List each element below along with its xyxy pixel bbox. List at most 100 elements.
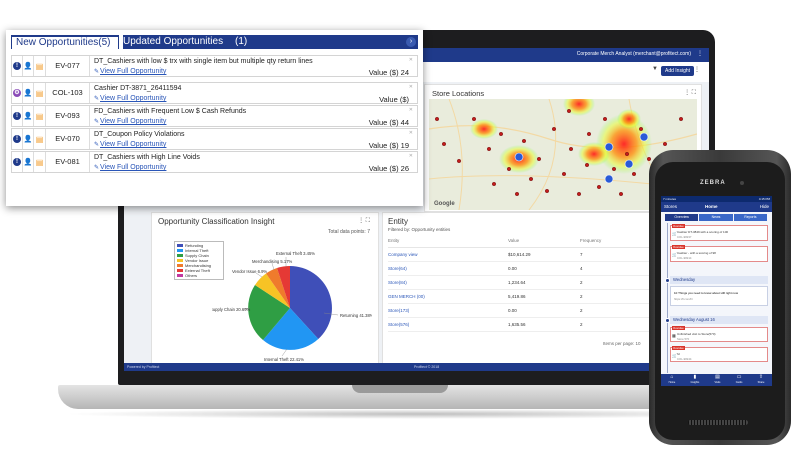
card-subtitle: COL-98244 xyxy=(677,357,692,361)
col-entity[interactable]: Entity xyxy=(388,235,508,248)
legend-label: Supply Chain xyxy=(185,253,209,258)
opportunity-value: Value ($) xyxy=(379,95,409,104)
legend-item[interactable]: Vendor Issue xyxy=(177,258,221,263)
card-tools-icon[interactable]: ⋮ ⛶ xyxy=(684,90,696,96)
nav-home[interactable]: ⌂ Home xyxy=(669,374,676,386)
phone-tab-news[interactable]: News xyxy=(699,214,733,221)
view-full-opportunity-link[interactable]: ✎View Full Opportunity xyxy=(94,141,166,148)
pager[interactable]: Items per page: 10 xyxy=(603,341,641,346)
stack-icon: ▤ xyxy=(34,129,46,149)
user-account-label[interactable]: Corporate Merch Analyst (merchant@profit… xyxy=(576,51,691,57)
pencil-icon: ✎ xyxy=(94,96,100,102)
phone-hide-link[interactable]: Hide xyxy=(759,204,769,209)
card-title: Unfinished visit to Store(570) xyxy=(677,332,716,336)
entity-name[interactable]: GEN MERCH (00) xyxy=(388,289,508,304)
day-header: Wednesday August 16 xyxy=(670,316,768,324)
updated-count-badge[interactable]: (1) xyxy=(235,36,248,47)
close-icon[interactable]: ✕ xyxy=(408,130,413,136)
legend-item[interactable]: Supply Chain xyxy=(177,253,221,258)
nav-insights[interactable]: ▮ Insights xyxy=(691,374,700,386)
card-tools-icon[interactable]: ⋮ ⛶ xyxy=(358,218,370,224)
home-icon: ⌂ xyxy=(670,374,674,380)
entity-value: 1,635.56 xyxy=(508,317,580,332)
news-card[interactable]: 10 Things you need to know about HR righ… xyxy=(670,286,768,306)
close-icon[interactable]: ✕ xyxy=(408,84,413,90)
entity-name[interactable]: Store(84) xyxy=(388,275,508,290)
nav-visits[interactable]: ▤ Visits xyxy=(715,374,721,386)
opportunity-row[interactable]: ⚙ 👤 ▤ COL-103 Cashier DT-3871_26411594 ✎View … xyxy=(11,82,418,104)
entity-frequency: 7 xyxy=(580,247,650,262)
close-icon[interactable]: ✕ xyxy=(408,107,413,113)
opportunity-title: DT_Cashiers with High Line Voids xyxy=(94,154,200,161)
opportunity-row[interactable]: ! 👤 ▤ EV-081 DT_Cashiers with High Line Void… xyxy=(11,151,418,173)
entity-title: Entity xyxy=(388,217,409,226)
filter-icon[interactable]: ▼ xyxy=(652,66,658,72)
view-full-opportunity-link[interactable]: ✎View Full Opportunity xyxy=(94,95,166,102)
view-full-opportunity-link[interactable]: ✎View Full Opportunity xyxy=(94,68,166,75)
phone-stores-link[interactable]: Stores xyxy=(664,204,678,209)
footer-copyright: Profitect © 2018 xyxy=(414,365,440,369)
phone-visit-card[interactable]: Overdue ▦ Unfinished visit to Store(570)… xyxy=(670,326,768,342)
legend-item[interactable]: External Theft xyxy=(177,268,221,273)
opportunity-row[interactable]: ! 👤 ▤ EV-070 DT_Coupon Policy Violations ✎Vie… xyxy=(11,128,418,150)
legend-swatch xyxy=(177,244,183,247)
nav-home-label: Home xyxy=(668,381,676,384)
pie-slice-external-theft xyxy=(277,265,290,308)
owner-icon: 👤 xyxy=(23,106,34,126)
phone-title: Home xyxy=(705,204,718,209)
add-insight-button[interactable]: Add Insight xyxy=(661,66,695,76)
phone-opportunity-card[interactable]: Overdue 🛒 fd COL-98244 xyxy=(670,346,768,362)
col-value[interactable]: Value xyxy=(508,235,580,248)
slice-label-merch: Merchandising 5.17% xyxy=(252,259,293,264)
legend-swatch xyxy=(177,269,183,272)
entity-name[interactable]: Store(173) xyxy=(388,303,508,318)
phone-tabs: Overview News Reports xyxy=(665,214,768,221)
tab-new-opportunities[interactable]: New Opportunities(5) xyxy=(11,35,119,49)
tab-updated-opportunities[interactable]: Updated Opportunities xyxy=(123,36,224,47)
opportunity-row[interactable]: ! 👤 ▤ EV-093 FD_Cashiers with Frequent Low $… xyxy=(11,105,418,127)
phone-tab-reports[interactable]: Reports xyxy=(733,214,767,221)
pie-chart[interactable]: Returning 41.38% Internal Theft 22.41% S… xyxy=(212,243,372,363)
pie-slice-internal-theft xyxy=(263,308,319,350)
phone-bottom-nav: ⌂ Home ▮ Insights ▤ Visits ▭ Cards ⇧ Share xyxy=(661,374,772,386)
opportunities-panel: New Opportunities(5) Updated Opportuniti… xyxy=(6,30,423,206)
entity-frequency: 2 xyxy=(580,289,650,304)
phone-opportunity-card[interactable]: Overdue 🛒 Cashier - with a scoring of 98… xyxy=(670,245,768,262)
cart-icon: 🛒 xyxy=(672,252,677,257)
opportunity-row[interactable]: ! 👤 ▤ EV-077 DT_Cashiers with low $ trx with… xyxy=(11,55,418,77)
col-frequency[interactable]: Frequency xyxy=(580,235,650,248)
entity-name[interactable]: Company view xyxy=(388,247,508,262)
entity-subtitle: Filtered by: Opportunity entities xyxy=(388,227,451,232)
view-full-opportunity-link[interactable]: ✎View Full Opportunity xyxy=(94,164,166,171)
status-icon: ! xyxy=(12,152,23,172)
opportunities-tabs: New Opportunities(5) Updated Opportuniti… xyxy=(11,35,418,49)
phone-camera xyxy=(740,181,744,185)
toolbar-more-icon[interactable]: ⋮ xyxy=(694,67,700,73)
legend-label: Vendor Issue xyxy=(185,258,209,263)
card-title: Cashier DT-3849 with a scoring of 100 xyxy=(677,230,729,234)
nav-share[interactable]: ⇧ Share xyxy=(758,374,765,386)
phone-tab-overview[interactable]: Overview xyxy=(665,214,699,221)
nav-cards[interactable]: ▭ Cards xyxy=(736,374,743,386)
google-logo: Google xyxy=(434,201,455,207)
opportunity-title: DT_Cashiers with low $ trx with single i… xyxy=(94,58,313,65)
phone-opportunity-card[interactable]: Overdue 🛒 Cashier DT-3849 with a scoring… xyxy=(670,224,768,241)
opportunity-id: EV-077 xyxy=(46,56,90,76)
view-link-label: View Full Opportunity xyxy=(100,118,167,125)
entity-name[interactable]: Store(576) xyxy=(388,317,508,332)
close-icon[interactable]: ✕ xyxy=(408,153,413,159)
entity-name[interactable]: Store(64) xyxy=(388,261,508,276)
more-vert-icon[interactable]: ⋮ xyxy=(697,51,703,57)
status-badge: ⚙ xyxy=(13,89,21,97)
pie-slice-merchandising xyxy=(266,268,290,308)
legend-item[interactable]: Internal Theft xyxy=(177,248,221,253)
pencil-icon: ✎ xyxy=(94,69,100,75)
close-icon[interactable]: ✕ xyxy=(408,57,413,63)
chevron-right-icon[interactable]: › xyxy=(406,37,416,47)
view-full-opportunity-link[interactable]: ✎View Full Opportunity xyxy=(94,118,166,125)
status-icon: ⚙ xyxy=(12,83,23,103)
legend-item[interactable]: Refunding xyxy=(177,243,221,248)
legend-item[interactable]: Merchandising xyxy=(177,263,221,268)
heat-map[interactable]: Google xyxy=(429,99,697,210)
legend-item[interactable]: Others xyxy=(177,273,221,278)
